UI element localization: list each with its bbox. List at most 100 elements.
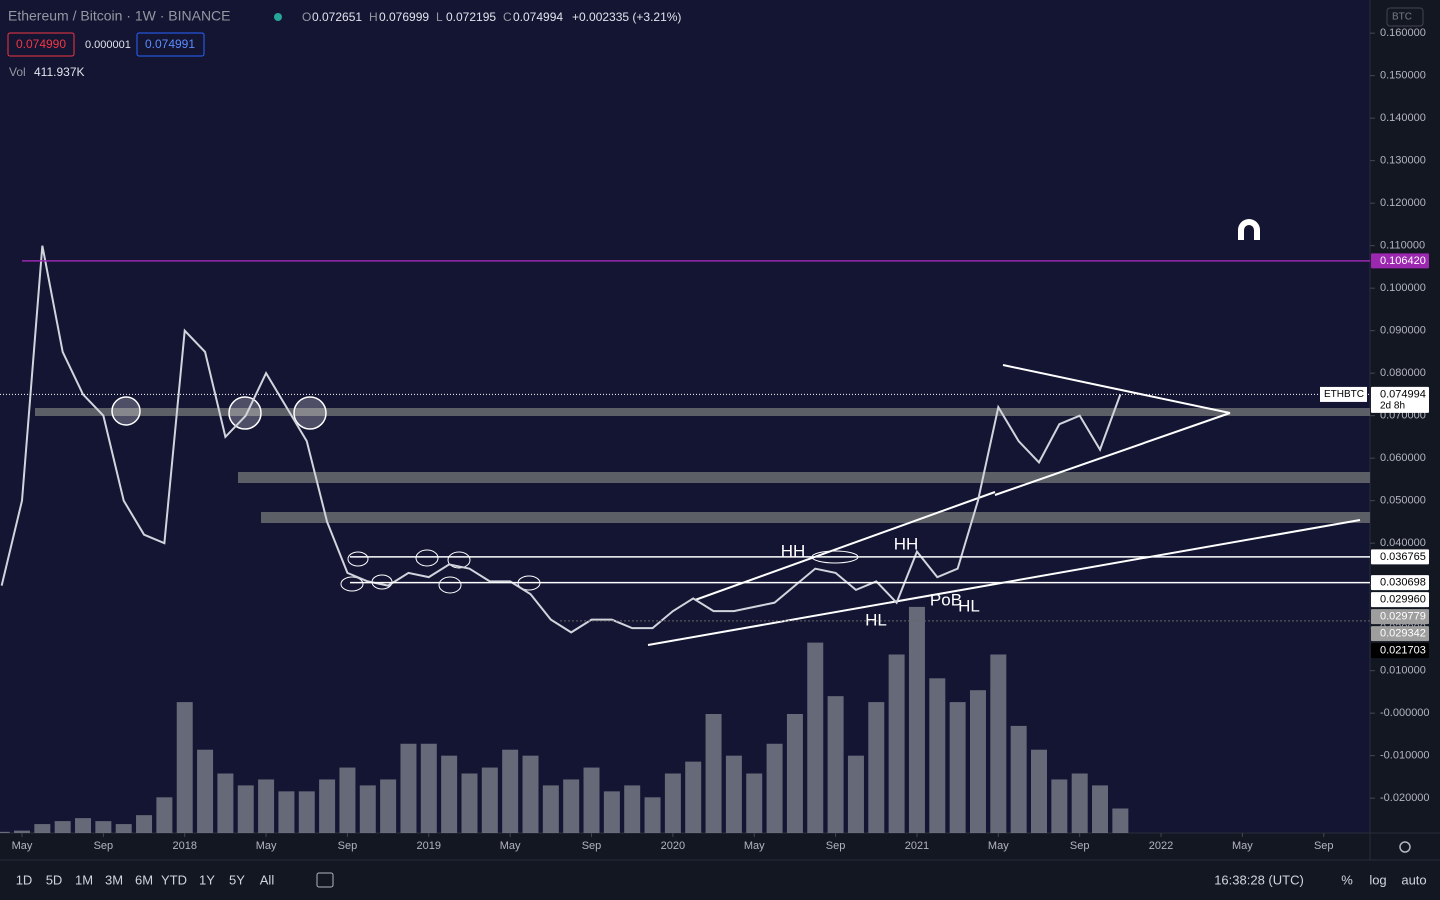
currency[interactable]: BTC [1392, 12, 1412, 23]
annotation: HH [781, 541, 806, 560]
volume-bar [929, 678, 946, 833]
support-zone [238, 472, 1370, 483]
volume-bar [1031, 749, 1047, 833]
range-button[interactable]: 5D [46, 872, 63, 887]
currency-dropdown[interactable] [1386, 7, 1424, 27]
price-label-bg [1371, 643, 1429, 659]
price-label-bg [1371, 592, 1429, 608]
volume-bar [54, 821, 71, 833]
option-button[interactable]: log [1369, 872, 1386, 887]
ohlc-value: 0.074994 [513, 10, 563, 24]
volume-bar [0, 831, 10, 833]
volume-bar [847, 755, 864, 833]
volume-bar [888, 654, 905, 833]
x-tick-label: 2021 [905, 840, 929, 852]
volume-bar [624, 785, 641, 833]
price-label-bg [1371, 575, 1429, 591]
volume-bar [1010, 725, 1027, 833]
ohlc-key: L [436, 10, 443, 24]
ohlc-value: 0.072195 [446, 10, 496, 24]
buy-box[interactable] [136, 32, 205, 57]
volume-bar [197, 749, 214, 833]
volume-bar [359, 785, 376, 833]
volume-bar [766, 743, 783, 833]
x-tick-label: May [500, 840, 521, 852]
price-label-bg [1371, 253, 1429, 269]
y-tick-label: 0.090000 [1380, 325, 1426, 337]
x-tick-label: May [12, 840, 33, 852]
x-tick-label: 2022 [1149, 840, 1173, 852]
volume-bar [14, 830, 30, 833]
x-tick-label: Sep [338, 840, 358, 852]
ohlc: O 0.072651 H 0.076999 L 0.072195 C 0.074994 [302, 10, 563, 24]
volume-bar [176, 702, 193, 833]
magnet-icon [1238, 219, 1260, 240]
volume-bar [136, 815, 153, 833]
range-button[interactable]: 3M [105, 872, 123, 887]
y-tick-label: 0.080000 [1380, 367, 1426, 379]
volume-bar [969, 690, 986, 833]
x-tick-label: Sep [582, 840, 602, 852]
x-tick-label: May [1232, 840, 1253, 852]
y-tick-label: 0.120000 [1380, 197, 1426, 209]
sell-box[interactable] [7, 32, 75, 57]
vol-value: 411.937K [34, 65, 85, 79]
volume-bar [827, 696, 844, 833]
volume-bar [95, 821, 112, 833]
y-tick-label: 0.140000 [1380, 112, 1426, 124]
toolbar: 1D 5D 1M 3M 6M YTD 1Y 5Y All% log auto [16, 872, 1427, 887]
price-label: 0.106420 [1380, 255, 1426, 267]
price-label-bg [1371, 386, 1429, 413]
x-tick-label: Sep [1314, 840, 1334, 852]
price-line [0, 245, 1122, 634]
volume-bar [522, 755, 539, 833]
range-button[interactable]: All [260, 872, 275, 887]
settings-icon[interactable] [1399, 841, 1411, 853]
option-button[interactable]: % [1341, 872, 1353, 887]
volume-bar [644, 797, 661, 833]
y-tick-label: 0.100000 [1380, 282, 1426, 294]
price-label-bg [1371, 626, 1429, 642]
y-tick-label: -0.010000 [1380, 750, 1430, 762]
buy-price[interactable]: 0.074991 [145, 37, 195, 51]
volume-bar [908, 606, 925, 833]
y-tick-label: -0.020000 [1380, 792, 1430, 804]
x-tick-label: Sep [1070, 840, 1090, 852]
option-button[interactable]: auto [1401, 872, 1426, 887]
volume-bar [807, 642, 824, 833]
x-tick-label: May [256, 840, 277, 852]
volume-bar [725, 755, 742, 833]
price-label: 0.029960 [1380, 594, 1426, 606]
volume-bar [298, 791, 315, 833]
range-button[interactable]: 1M [75, 872, 93, 887]
trendline [1002, 364, 1231, 414]
marker-ellipse [347, 551, 369, 567]
volume-bar [990, 654, 1007, 833]
annotation: HL [865, 610, 887, 629]
sell-price[interactable]: 0.074990 [16, 37, 66, 51]
x-tick-label: Sep [826, 840, 846, 852]
trendline [994, 412, 1231, 496]
volume-bar [461, 773, 478, 833]
volume-bar [115, 824, 132, 833]
plot-bg [0, 0, 1370, 833]
date-range-icon[interactable] [316, 872, 334, 888]
marker-circle [111, 396, 141, 426]
symbol: Ethereum / Bitcoin · 1W · BINANCE [8, 8, 231, 24]
range-button[interactable]: 1D [16, 872, 33, 887]
volume-bar [705, 714, 722, 833]
volume-bar [1092, 785, 1109, 833]
volume-bar [34, 824, 51, 833]
volume-bar [319, 779, 336, 833]
spread: 0.000001 [85, 39, 131, 51]
ohlc-value: 0.072651 [312, 10, 362, 24]
range-button[interactable]: 6M [135, 872, 153, 887]
price-label: 0.029342 [1380, 628, 1426, 640]
range-button[interactable]: YTD [161, 872, 187, 887]
range-button[interactable]: 1Y [199, 872, 215, 887]
x-tick-label: May [988, 840, 1009, 852]
y-tick-label: 0.160000 [1380, 27, 1426, 39]
volume-bar [75, 818, 92, 833]
range-button[interactable]: 5Y [229, 872, 245, 887]
